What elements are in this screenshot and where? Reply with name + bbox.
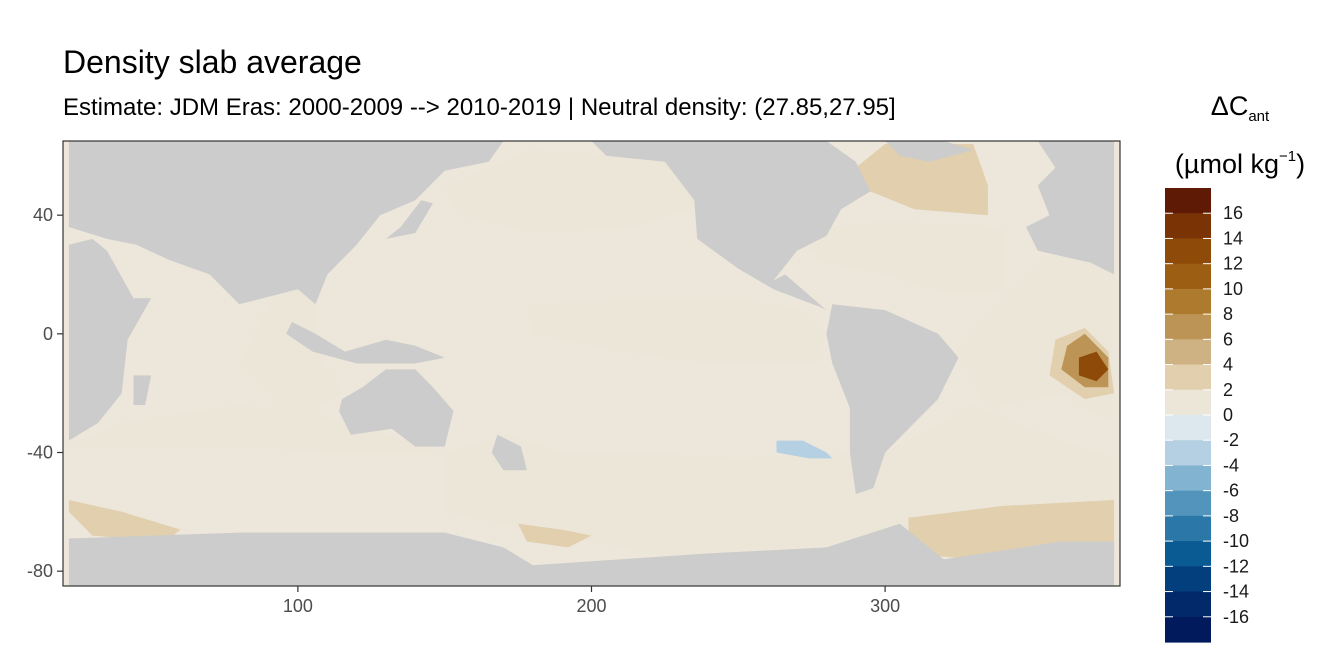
data-region-8 <box>68 500 181 542</box>
legend-tick-label: 14 <box>1223 228 1243 248</box>
legend-bin <box>1165 263 1211 290</box>
legend-tick-label: -6 <box>1223 481 1239 501</box>
land-indonesia <box>286 322 445 364</box>
legend-tick-label: 0 <box>1223 405 1233 425</box>
y-tick-label: -40 <box>27 443 53 463</box>
legend-title-main: ΔC <box>1210 91 1249 121</box>
chart-title: Density slab average <box>63 44 362 80</box>
legend-bin <box>1165 238 1211 265</box>
legend-bin <box>1165 440 1211 467</box>
data-region-1 <box>444 149 709 233</box>
legend-tick-label: -8 <box>1223 506 1239 526</box>
legend-tick-label: 12 <box>1223 254 1243 274</box>
land-mask <box>68 141 1115 586</box>
legend-tick-label: -12 <box>1223 556 1249 576</box>
legend-bin <box>1165 465 1211 492</box>
legend-tick-label: 10 <box>1223 279 1243 299</box>
data-region-2 <box>526 298 827 364</box>
legend-bin <box>1165 541 1211 567</box>
legend-title: ΔCant (µmol kg−1) <box>1150 86 1330 184</box>
legend-bin <box>1165 415 1211 441</box>
land-new-zealand <box>491 434 527 471</box>
y-tick-label: 40 <box>33 205 53 225</box>
data-region-9 <box>518 523 592 548</box>
legend-bin <box>1165 314 1211 340</box>
legend-tick-label: 2 <box>1223 380 1233 400</box>
data-region-6 <box>841 144 988 216</box>
legend-bin <box>1165 389 1211 416</box>
legend-bin <box>1165 339 1211 366</box>
legend-bin <box>1165 213 1211 240</box>
y-tick-label: -80 <box>27 561 53 581</box>
land-madagascar <box>133 375 152 405</box>
land-antarctica <box>68 523 1115 586</box>
legend-bin <box>1165 364 1211 391</box>
legend-bin <box>1165 288 1211 315</box>
legend-tick-label: -14 <box>1223 582 1249 602</box>
legend-colorbar: 16 14 12 10 8 6 4 2 0 -2 -4 -6 -8 -10 -12 -14 -16 <box>1165 188 1249 643</box>
land-eurasia <box>68 141 504 305</box>
legend-tick-label: 8 <box>1223 304 1233 324</box>
data-region-0 <box>68 405 1115 560</box>
x-tick-label: 300 <box>870 596 900 616</box>
legend-unit-superscript: −1 <box>1278 148 1297 165</box>
land-greenland <box>885 141 974 162</box>
legend-bin <box>1165 490 1211 517</box>
data-regions <box>68 144 1115 560</box>
data-region-12 <box>1078 351 1109 382</box>
legend-bin <box>1165 591 1211 618</box>
legend-bin <box>1165 616 1211 643</box>
land-australia <box>339 369 454 447</box>
land-north-america <box>591 141 871 311</box>
legend-bin <box>1165 188 1211 214</box>
x-tick-label: 100 <box>283 596 313 616</box>
data-region-4 <box>782 221 1003 293</box>
chart-subtitle: Estimate: JDM Eras: 2000-2009 --> 2010-2… <box>63 94 896 121</box>
legend-tick-label: -4 <box>1223 455 1239 475</box>
legend-bin <box>1165 515 1211 542</box>
data-region-5 <box>239 274 342 423</box>
legend-bin <box>1165 566 1211 593</box>
legend-title-subscript: ant <box>1248 108 1270 125</box>
land-europe-africa-east <box>1026 141 1115 275</box>
land-africa <box>68 238 152 441</box>
legend-tick-label: 16 <box>1223 203 1243 223</box>
legend-tick-label: -10 <box>1223 531 1249 551</box>
legend-tick-label: 6 <box>1223 329 1233 349</box>
legend-tick-label: -2 <box>1223 430 1239 450</box>
y-tick-label: 0 <box>43 324 53 344</box>
x-tick-label: 200 <box>576 596 606 616</box>
legend-tick-label: -16 <box>1223 607 1249 627</box>
legend-unit-close: ) <box>1296 149 1306 179</box>
land-japan <box>386 200 433 239</box>
legend-unit-open: (µmol kg <box>1174 149 1279 179</box>
data-region-13 <box>776 440 833 459</box>
land-south-america <box>826 304 959 494</box>
legend-tick-label: 4 <box>1223 355 1233 375</box>
